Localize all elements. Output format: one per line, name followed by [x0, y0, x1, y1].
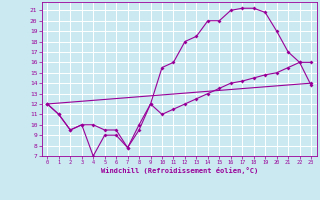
X-axis label: Windchill (Refroidissement éolien,°C): Windchill (Refroidissement éolien,°C): [100, 167, 258, 174]
